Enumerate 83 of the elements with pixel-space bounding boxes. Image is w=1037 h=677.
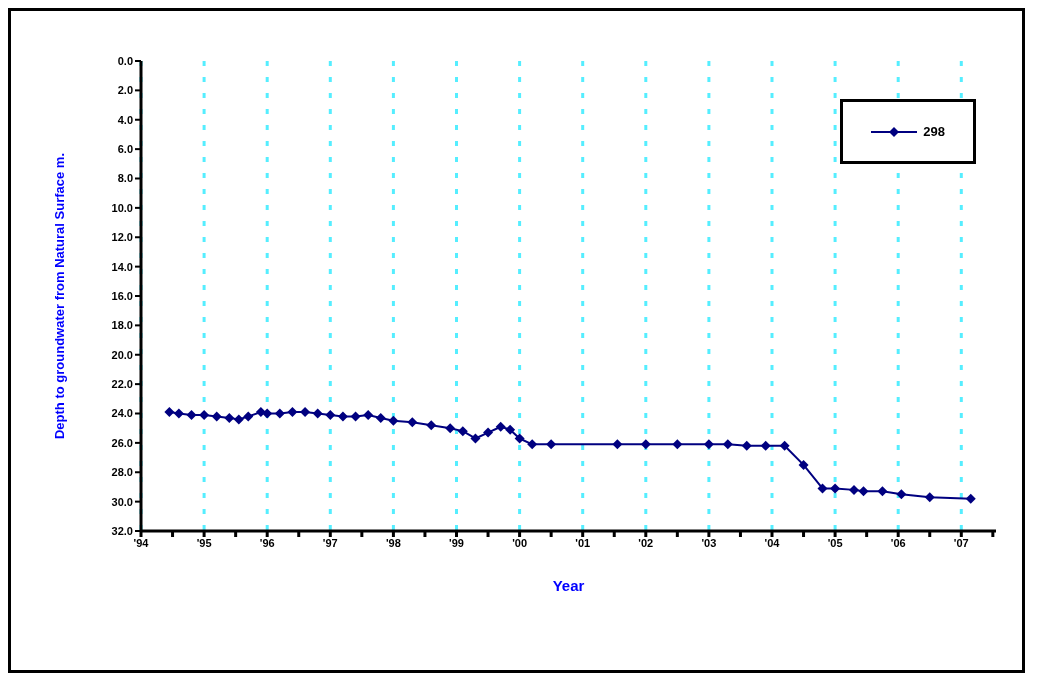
y-tick-label: 30.0	[111, 495, 133, 508]
point	[300, 407, 311, 418]
y-tick-label: 26.0	[111, 436, 133, 449]
point	[779, 440, 790, 451]
point	[164, 407, 175, 418]
y-tick-label: 32.0	[111, 524, 133, 537]
point	[186, 409, 197, 420]
y-tick-label: 24.0	[111, 407, 133, 420]
point	[312, 408, 323, 419]
x-tick-label: '99	[449, 536, 464, 549]
y-tick-label: 14.0	[111, 260, 133, 273]
point	[173, 408, 184, 419]
point	[760, 440, 771, 451]
point	[924, 492, 935, 503]
point	[274, 408, 285, 419]
y-tick-label: 16.0	[111, 289, 133, 302]
y-tick-label: 0.0	[117, 54, 133, 67]
y-tick-label: 10.0	[111, 201, 133, 214]
x-axis-title: Year	[552, 577, 585, 594]
x-tick-label: '05	[827, 536, 843, 549]
x-tick-label: '03	[701, 536, 717, 549]
y-tick-label: 2.0	[117, 84, 133, 97]
point	[546, 439, 557, 450]
point	[199, 409, 210, 420]
point	[817, 483, 828, 494]
point	[224, 412, 235, 423]
x-tick-label: '95	[196, 536, 212, 549]
x-tick-label: '04	[764, 536, 781, 549]
x-tick-label: '98	[385, 536, 401, 549]
point	[407, 417, 418, 428]
y-tick-label: 6.0	[117, 143, 133, 156]
y-tick-label: 8.0	[117, 172, 133, 185]
point	[255, 407, 266, 418]
point	[483, 427, 494, 438]
y-tick-label: 18.0	[111, 319, 133, 332]
point	[858, 486, 869, 497]
x-tick-label: '01	[575, 536, 591, 549]
point	[965, 493, 976, 504]
point	[211, 411, 222, 422]
point	[457, 426, 468, 437]
x-tick-label: '07	[953, 536, 969, 549]
point	[612, 439, 623, 450]
legend-label: 298	[923, 124, 945, 139]
point	[243, 411, 254, 422]
y-tick-label: 22.0	[111, 378, 133, 391]
y-tick-label: 4.0	[117, 113, 133, 126]
legend-frame: 298	[840, 99, 976, 164]
point	[495, 421, 506, 432]
x-tick-label: '00	[512, 536, 528, 549]
y-tick-label: 20.0	[111, 348, 133, 361]
point	[426, 420, 437, 431]
point	[445, 423, 456, 434]
point	[287, 407, 298, 418]
x-tick-label: '96	[259, 536, 275, 549]
point	[350, 411, 361, 422]
x-tick-label: '94	[133, 536, 150, 549]
y-tick-label: 12.0	[111, 231, 133, 244]
point	[798, 459, 809, 470]
point	[262, 408, 273, 419]
point	[741, 440, 752, 451]
point	[337, 411, 348, 422]
point	[514, 433, 525, 444]
x-tick-label: '06	[890, 536, 906, 549]
y-tick-label: 28.0	[111, 466, 133, 479]
x-tick-label: '97	[322, 536, 338, 549]
point	[896, 489, 907, 500]
point	[233, 414, 244, 425]
point	[388, 415, 399, 426]
point	[325, 409, 336, 420]
x-tick-label: '02	[638, 536, 654, 549]
point	[640, 439, 651, 450]
point	[375, 412, 386, 423]
y-axis-title: Depth to groundwater from Natural Surface m.	[51, 152, 67, 440]
point	[849, 484, 860, 495]
point	[672, 439, 683, 450]
point	[877, 486, 888, 497]
point	[722, 439, 733, 450]
point	[830, 483, 841, 494]
point	[470, 433, 481, 444]
point	[363, 409, 374, 420]
point	[527, 439, 538, 450]
point	[505, 424, 516, 435]
point	[703, 439, 714, 450]
